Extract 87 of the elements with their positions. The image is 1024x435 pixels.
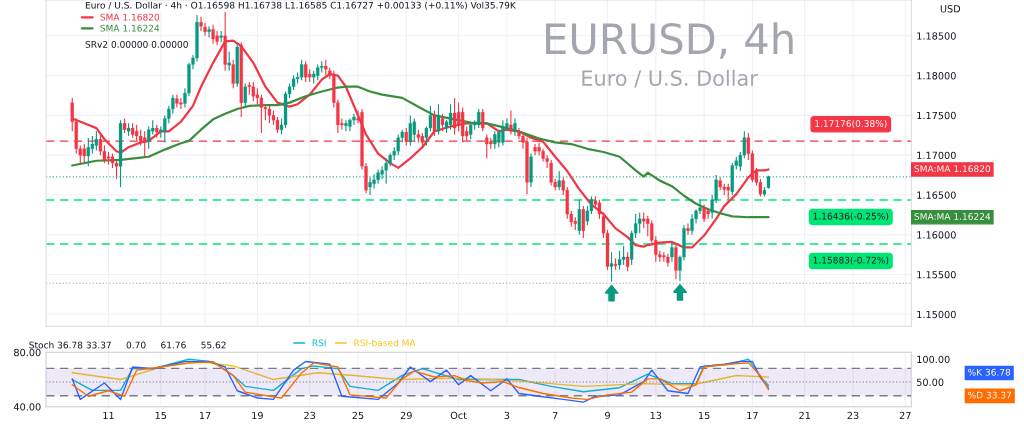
candlestick: [219, 30, 223, 43]
candlestick: [481, 108, 485, 132]
candlestick: [344, 119, 348, 132]
x-tick-label: 19: [252, 411, 263, 420]
y-tick-label: 100.00: [917, 355, 950, 364]
x-tick-label: 29: [400, 411, 412, 420]
candlestick: [380, 165, 384, 180]
x-tick-label: 25: [352, 411, 364, 420]
candlestick: [448, 103, 453, 131]
annotation: Euro / U.S. Dollar · 4h · O1.16598 H1.16738 L1.16585 C1.16727 +0.00133 (+0.11%) Vol35.79K: [85, 1, 517, 10]
y-tick-label: 50.00: [916, 378, 944, 386]
candlestick: [690, 213, 694, 236]
ref-line-label: 1.17176(0.38%): [815, 119, 887, 128]
candlestick: [231, 59, 235, 89]
candlestick: [577, 199, 581, 236]
y-tick-label: 1.17500: [917, 111, 956, 120]
candlestick: [412, 118, 416, 142]
candlestick: [477, 108, 481, 129]
y-tick-label: 1.15000: [917, 310, 956, 319]
x-tick-label: 23: [847, 411, 859, 420]
text: %K 36.78: [968, 368, 1011, 376]
candlestick: [368, 176, 372, 196]
x-tick-label: 27: [899, 411, 911, 419]
candlestick: [549, 159, 553, 186]
x-tick-label: 3: [504, 411, 510, 420]
legend-label: SMA 1.16820: [100, 13, 160, 21]
candlestick: [638, 211, 642, 234]
candlestick: [501, 119, 505, 147]
candlestick: [706, 207, 710, 220]
text: %D 33.37: [968, 391, 1012, 399]
x-tick-label: 15: [155, 411, 167, 420]
candlestick: [304, 60, 308, 83]
text: Stoch 36.78 33.37 0.70 61.76 55.62: [29, 341, 226, 349]
candlestick: [299, 59, 304, 81]
candlestick: [621, 245, 626, 266]
x-tick-label: 17: [747, 411, 758, 419]
candlestick: [408, 114, 412, 147]
x-tick-label: 15: [698, 411, 710, 420]
candlestick: [211, 24, 215, 45]
candlestick: [686, 223, 690, 236]
candlestick: [82, 143, 86, 164]
y2-tick-label: 80.00: [14, 348, 41, 357]
candlestick: [179, 97, 183, 110]
ref-line-label: 1.15883(-0.72%): [813, 256, 889, 265]
candlestick: [452, 97, 457, 136]
y-axis-title: USD: [940, 5, 961, 13]
y-tick-label: 1.18500: [917, 32, 956, 40]
text: SMA:MA 1.16820: [914, 165, 991, 173]
x-tick-label: Oct: [450, 411, 467, 420]
candlestick: [207, 25, 211, 38]
y-tick-label: 1.16000: [917, 231, 956, 239]
x-tick-label: 9: [605, 411, 610, 420]
legend-label: SMA 1.16224: [100, 24, 160, 32]
text: SMA:MA 1.16224: [914, 213, 991, 220]
candlestick: [396, 133, 400, 156]
ref-line-label: 1.16436(-0.25%): [813, 212, 889, 221]
candlestick: [436, 103, 441, 136]
x-tick-label: 21: [799, 411, 810, 419]
candlestick: [670, 242, 674, 263]
candlestick: [243, 82, 247, 108]
chart-title: EURUSD, 4h: [546, 22, 793, 59]
candlestick: [557, 170, 561, 191]
x-tick-label: 7: [552, 411, 558, 419]
y-tick-label: 1.18000: [917, 72, 956, 80]
candlestick: [171, 94, 175, 115]
candlestick: [609, 251, 614, 283]
candlestick: [94, 130, 99, 151]
x-tick-label: 13: [650, 411, 662, 420]
x-tick-label: 17: [199, 411, 211, 419]
y-tick-label: 1.16500: [917, 191, 956, 199]
candlestick: [384, 157, 388, 185]
y-tick-label: 1.15500: [917, 271, 956, 279]
candlestick: [533, 143, 537, 156]
candlestick: [581, 205, 586, 239]
y2-tick-label: 40.00: [13, 403, 41, 411]
candlestick: [199, 16, 203, 32]
candlestick: [227, 51, 231, 72]
candlestick: [432, 110, 437, 137]
x-tick-label: 11: [103, 411, 114, 419]
text: Euro / U.S. Dollar: [582, 69, 758, 88]
candlestick: [625, 251, 630, 272]
y-tick-label: 1.17000: [917, 151, 956, 159]
candlestick: [509, 110, 513, 136]
legend-label: RSI-based MA: [354, 339, 416, 347]
legend-label: RSI: [312, 339, 326, 347]
x-tick-label: 23: [304, 411, 316, 420]
annotation: SRv2 0.00000 0.00000: [85, 40, 188, 48]
